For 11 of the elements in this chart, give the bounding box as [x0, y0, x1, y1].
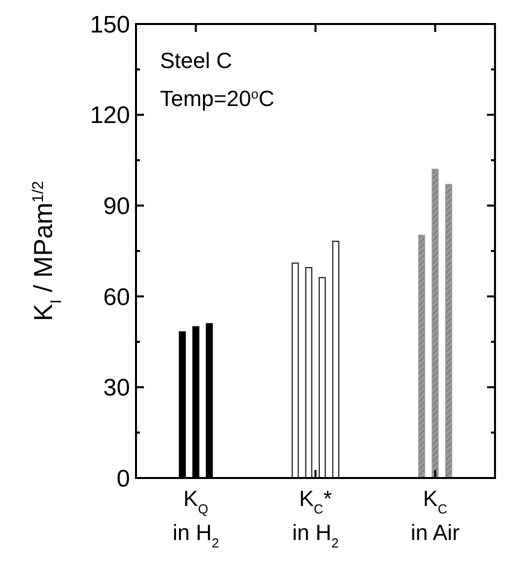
y-tick-label: 60 — [103, 284, 130, 311]
annotation: Temp=20$^{o}$C — [160, 86, 274, 111]
y-tick-label: 0 — [116, 465, 130, 492]
x-tick-label: K$_{C}$* in H$_{2}$ — [292, 486, 339, 551]
y-tick-label: 90 — [103, 193, 130, 220]
y-tick-label: 150 — [90, 11, 130, 38]
x-tick-label: K$_{C}$ in Air — [410, 486, 460, 545]
y-tick-label: 120 — [90, 102, 130, 130]
y-tick-label: 30 — [103, 374, 130, 402]
annotation: Steel C — [160, 48, 232, 73]
x-tick-label: K$_{Q}$ in H$_{2}$ — [172, 486, 220, 551]
